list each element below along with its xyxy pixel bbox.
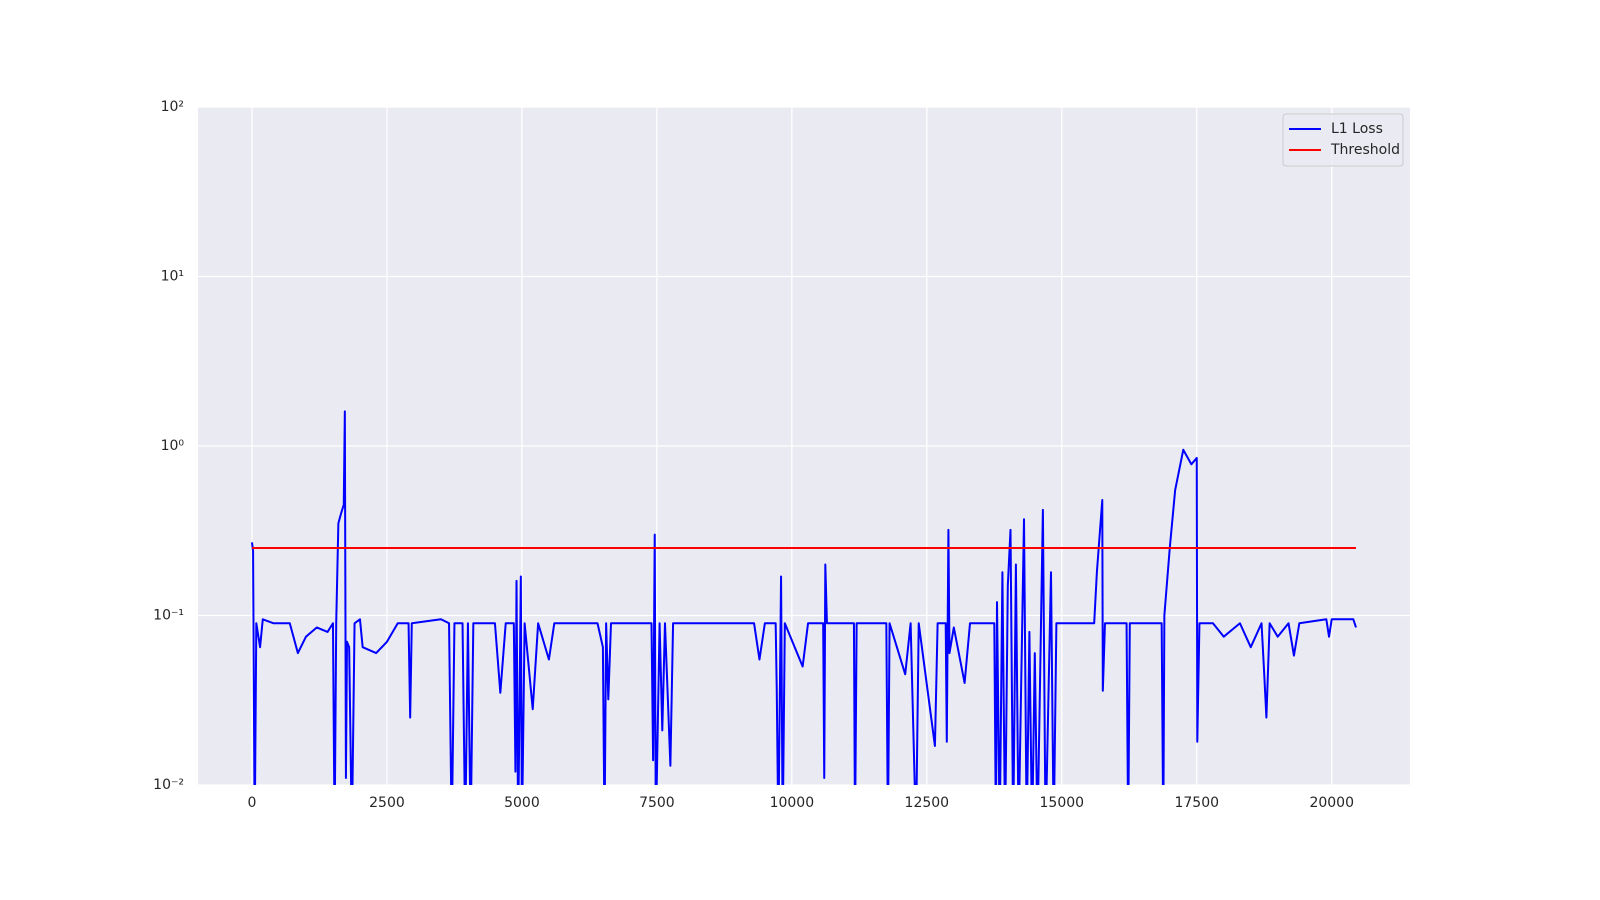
x-tick-label: 2500	[369, 795, 405, 811]
legend-label: Threshold	[1330, 142, 1400, 158]
y-tick-label: 10²	[161, 99, 184, 115]
x-tick-label: 5000	[504, 795, 540, 811]
x-tick-label: 15000	[1040, 795, 1085, 811]
x-tick-label: 20000	[1309, 795, 1354, 811]
y-tick-label: 10⁻¹	[153, 608, 184, 624]
series-line	[250, 410, 1357, 785]
tick-labels: 0 2500 5000 7500 10000 12500 15000 17500 20000 10…	[153, 99, 1354, 811]
legend-box	[1282, 113, 1404, 167]
legend-label: L1 Loss	[1331, 121, 1383, 137]
y-tick-label: 10⁻²	[153, 777, 184, 793]
x-tick-label: 17500	[1174, 795, 1219, 811]
y-tick-label: 10¹	[161, 269, 184, 285]
legend: L1 Loss Threshold	[1282, 113, 1404, 167]
x-tick-label: 7500	[639, 795, 675, 811]
x-tick-label: 0	[248, 795, 257, 811]
grid	[198, 106, 1410, 786]
lines	[250, 410, 1357, 785]
x-tick-label: 10000	[770, 795, 815, 811]
x-tick-label: 12500	[905, 795, 950, 811]
y-tick-label: 10⁰	[161, 438, 185, 454]
